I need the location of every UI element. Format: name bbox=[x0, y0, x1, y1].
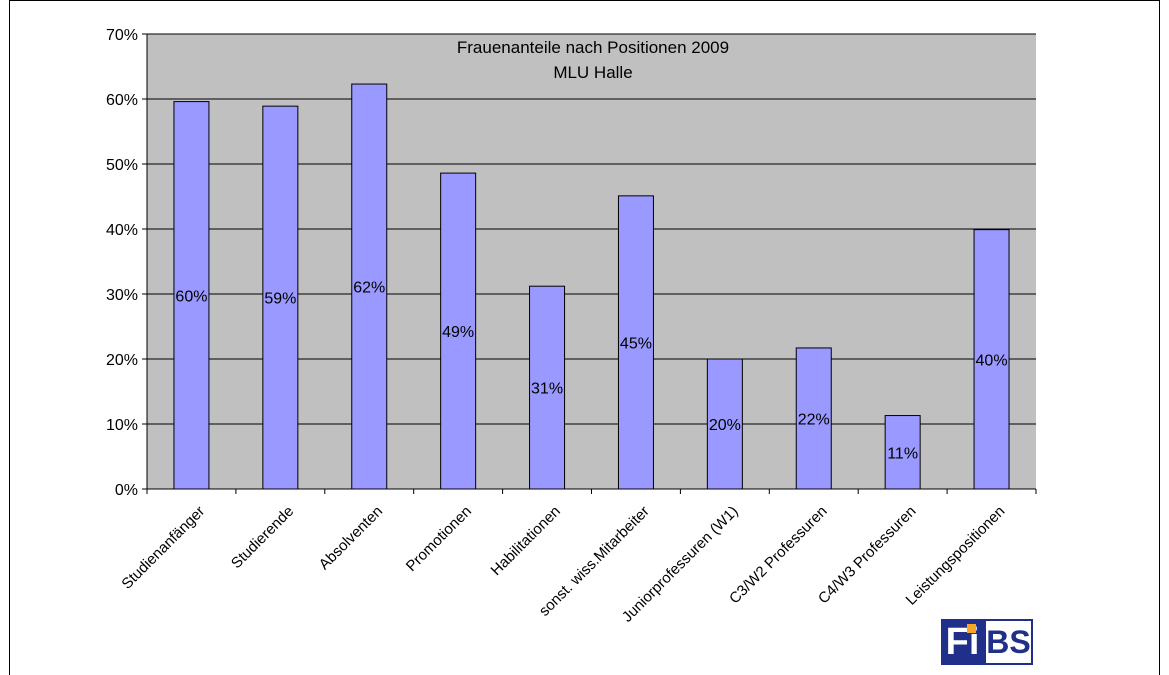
axes bbox=[142, 33, 1037, 494]
x-tick-label: Habilitationen bbox=[488, 503, 564, 579]
y-tick-label: 20% bbox=[106, 352, 138, 369]
bar bbox=[173, 101, 210, 490]
x-tick-label: Leistungspositionen bbox=[903, 503, 1009, 609]
y-tick-label: 50% bbox=[106, 157, 138, 174]
x-tick-label: Absolventen bbox=[316, 503, 386, 573]
y-tick-label: 30% bbox=[106, 287, 138, 304]
data-label: 62% bbox=[353, 280, 385, 297]
logo-fi-block: Fi bbox=[941, 619, 984, 665]
data-label: 31% bbox=[531, 381, 563, 398]
data-label: 59% bbox=[264, 291, 296, 308]
chart-frame bbox=[9, 0, 1160, 675]
bar bbox=[617, 195, 654, 490]
x-tick-label: Studierende bbox=[228, 503, 297, 572]
y-tick-label: 40% bbox=[106, 222, 138, 239]
data-labels: 60% 59% 62% 49% 31% 45% 20% 22% 11% 40% bbox=[175, 280, 1007, 463]
data-label: 22% bbox=[798, 411, 830, 428]
y-tick-label: 10% bbox=[106, 417, 138, 434]
data-label: 60% bbox=[175, 288, 207, 305]
bar bbox=[440, 172, 477, 490]
x-tick-label: C4/W3 Professuren bbox=[815, 503, 920, 608]
bar bbox=[973, 229, 1010, 490]
data-label: 11% bbox=[887, 445, 918, 462]
x-tick-label: C3/W2 Professuren bbox=[726, 503, 831, 608]
fibs-logo: Fi BS bbox=[941, 619, 1033, 665]
data-label: 49% bbox=[442, 324, 474, 341]
x-tick-label: Studienanfänger bbox=[118, 503, 208, 593]
bar bbox=[351, 83, 388, 490]
x-tick-labels: Studienanfänger Studierende Absolventen Pro… bbox=[118, 503, 1008, 626]
data-label: 20% bbox=[709, 417, 741, 434]
bar bbox=[884, 415, 921, 490]
chart-subtitle: MLU Halle bbox=[553, 63, 632, 82]
bar bbox=[795, 347, 832, 490]
bars bbox=[173, 83, 1010, 490]
chart-title: Frauenanteile nach Positionen 2009 bbox=[457, 38, 729, 57]
bar bbox=[706, 358, 743, 490]
data-label: 40% bbox=[976, 352, 1008, 369]
y-tick-label: 70% bbox=[106, 27, 138, 44]
y-tick-label: 60% bbox=[106, 92, 138, 109]
logo-bs-block: BS bbox=[984, 619, 1033, 665]
y-tick-labels: 0% 10% 20% 30% 40% 50% 60% 70% bbox=[106, 27, 138, 499]
bar bbox=[262, 105, 299, 490]
x-tick-label: Promotionen bbox=[403, 503, 475, 575]
logo-dot bbox=[967, 624, 976, 633]
logo-bs-text: BS bbox=[986, 623, 1031, 660]
y-tick-label: 0% bbox=[115, 482, 138, 499]
data-label: 45% bbox=[620, 335, 652, 352]
bar bbox=[529, 285, 566, 490]
